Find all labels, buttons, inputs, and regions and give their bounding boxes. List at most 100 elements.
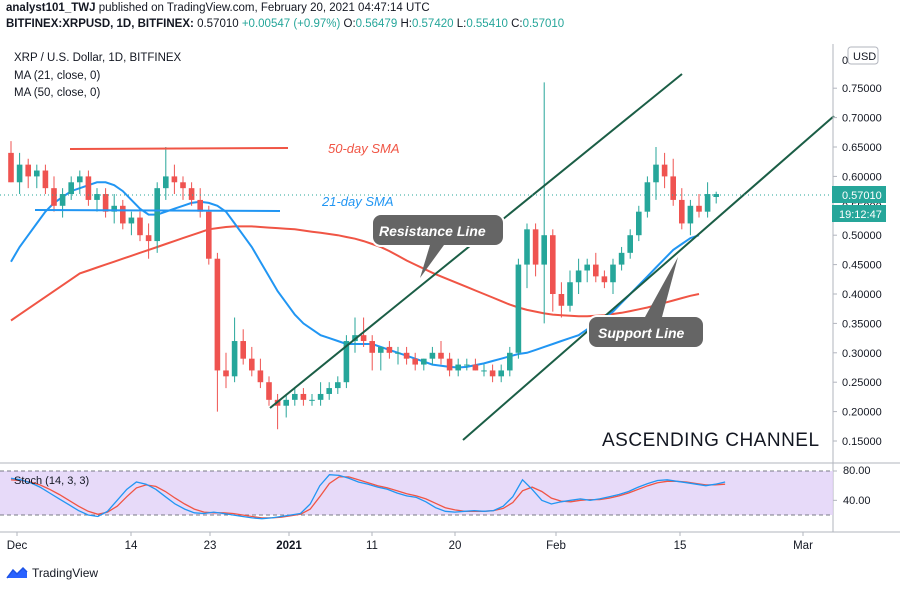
resistance-callout-pointer: [420, 245, 444, 278]
tradingview-brand: TradingView: [32, 566, 99, 580]
y-tick-label: 0.35000: [842, 318, 882, 330]
candle-body: [644, 182, 651, 212]
candle-body: [68, 182, 74, 195]
stoch-d-line: [10, 476, 726, 519]
stoch-label: Stoch (14, 3, 3): [14, 475, 89, 487]
candle-body: [679, 199, 685, 224]
tradingview-logo[interactable]: TradingView: [6, 566, 98, 580]
candle-body: [584, 264, 590, 271]
candle-body: [713, 194, 719, 197]
candle-body: [532, 229, 539, 265]
candle-body: [412, 358, 418, 365]
countdown-tag: [832, 205, 886, 222]
y-tick-label: 0.25000: [842, 377, 882, 389]
x-tick-label: Mar: [793, 540, 813, 552]
candle-body: [550, 235, 556, 294]
candle-body: [300, 393, 307, 400]
publisher-name: analyst101_TWJ: [6, 2, 96, 14]
y-tick-label: 0.30000: [842, 348, 882, 360]
symbol-label: BITFINEX:XRPUSD, 1D, BITFINEX:: [6, 18, 194, 30]
legend-title: XRP / U.S. Dollar, 1D, BITFINEX: [14, 52, 182, 64]
x-tick-label: 11: [366, 540, 378, 552]
support-callout-pointer: [645, 257, 678, 317]
x-tick-label: 14: [125, 540, 138, 552]
low-value: 0.55410: [466, 18, 508, 30]
candle-body: [257, 370, 264, 383]
resistance-label: Resistance Line: [379, 223, 486, 239]
y-tick-label: 0.20000: [842, 407, 882, 419]
candle-body: [378, 346, 384, 353]
legend-ma21: MA (21, close, 0): [14, 70, 100, 82]
candle-body: [704, 194, 711, 212]
candle-body: [636, 211, 642, 236]
candle-body: [154, 188, 160, 242]
price-tag-price: 0.57010: [842, 190, 882, 202]
candle-body: [42, 170, 49, 189]
candle-body: [618, 252, 625, 265]
candle-body: [163, 176, 169, 189]
candle-body: [541, 235, 547, 265]
y-tick-label: 0.60000: [842, 171, 882, 183]
legend-ma50: MA (50, close, 0): [14, 87, 100, 99]
x-tick-label: 23: [204, 540, 217, 552]
candle-body: [524, 229, 530, 265]
y-tick-label: 0.50000: [842, 230, 882, 242]
candle-body: [481, 370, 487, 372]
candle-body: [575, 270, 582, 283]
candle-body: [472, 364, 479, 371]
candle-body: [610, 264, 616, 283]
candle-body: [369, 341, 375, 353]
sma21-label: 21-day SMA: [321, 194, 394, 209]
candle-body: [498, 370, 504, 377]
publish-header: analyst101_TWJ published on TradingView.…: [6, 2, 430, 14]
candle-body: [696, 205, 702, 212]
candle-body: [120, 205, 126, 224]
x-tick-label: Dec: [7, 540, 28, 552]
candle-body: [343, 341, 350, 383]
stoch-level-80: 80.00: [843, 465, 871, 477]
x-tick-label: 2021: [276, 540, 302, 552]
channel-label: ASCENDING CHANNEL: [602, 430, 820, 451]
high-label: H:: [400, 18, 412, 30]
currency-button[interactable]: [847, 46, 879, 65]
candle-body: [386, 346, 393, 353]
candle-body: [601, 276, 608, 283]
candle-body: [653, 164, 659, 183]
candle-body: [51, 188, 57, 206]
candle-body: [567, 282, 573, 306]
candle-body: [85, 176, 92, 200]
ma50-line: [10, 225, 700, 322]
candle-body: [455, 364, 461, 371]
x-tick-label: 20: [449, 540, 462, 552]
candle-body: [266, 382, 272, 400]
candle-body: [446, 358, 453, 371]
candle-body: [429, 352, 436, 359]
candle-body: [240, 341, 246, 359]
sma50-label: 50-day SMA: [328, 141, 400, 156]
y-tick-label: 0.65000: [842, 142, 882, 154]
close-label: C:: [511, 18, 523, 30]
low-label: L:: [456, 18, 467, 30]
price-tag: [832, 186, 886, 203]
ma50-layer: [10, 225, 700, 322]
close-value: 0.57010: [522, 18, 565, 30]
candle-body: [231, 341, 238, 377]
candle-body: [206, 211, 212, 259]
y-tick-label: 0.15000: [842, 436, 882, 448]
candle-body: [335, 382, 341, 389]
candle-body: [593, 264, 599, 277]
candle-body: [421, 358, 427, 365]
candle-body: [489, 370, 496, 377]
candle-body: [197, 199, 203, 212]
stoch-band: [0, 471, 833, 515]
y-tick-label: 0.40000: [842, 289, 882, 301]
candle-body: [59, 194, 66, 206]
support-label: Support Line: [598, 325, 685, 341]
candle-body: [627, 235, 633, 253]
candle-body: [292, 393, 298, 400]
open-label: O:: [343, 18, 356, 30]
axes: 0.15000 0.20000 0.25000 0.30000 0.35000 0.400…: [0, 44, 900, 552]
candle-body: [515, 264, 522, 353]
candle-body: [8, 152, 14, 183]
